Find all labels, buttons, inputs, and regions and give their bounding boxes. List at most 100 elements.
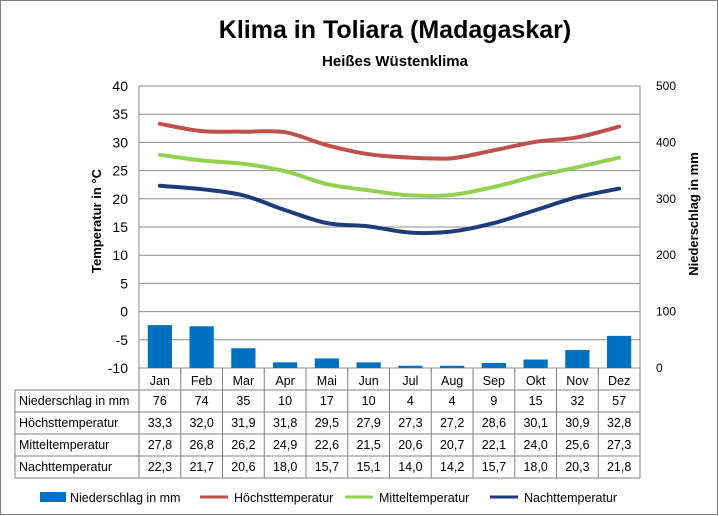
table-cell: 74 (195, 394, 209, 408)
month-label: Feb (191, 374, 213, 388)
month-label: Jun (359, 374, 379, 388)
left-tick-label: 40 (112, 78, 128, 94)
right-tick-label: 0 (656, 361, 663, 375)
right-tick-label: 500 (656, 79, 676, 93)
legend-label-hoechsttemperatur: Höchsttemperatur (234, 491, 333, 505)
right-tick-label: 300 (656, 192, 676, 206)
table-cell: 9 (490, 394, 497, 408)
table-cell: 27,2 (440, 416, 464, 430)
month-label: Okt (526, 374, 546, 388)
left-tick-label: -10 (108, 360, 128, 376)
table-cell: 27,3 (398, 416, 422, 430)
left-axis-title: Temperatur in °C (89, 168, 104, 273)
table-row-label: Nachttemperatur (19, 460, 112, 474)
chart-title: Klima in Toliara (Madagaskar) (219, 16, 571, 44)
table-cell: 32 (570, 394, 584, 408)
table-cell: 10 (278, 394, 292, 408)
left-tick-label: 15 (112, 219, 128, 235)
table-cell: 22,1 (482, 438, 506, 452)
table-cell: 21,8 (607, 460, 631, 474)
month-label: Mar (233, 374, 255, 388)
month-label: Jul (402, 374, 418, 388)
table-cell: 27,3 (607, 438, 631, 452)
table-cell: 27,9 (356, 416, 380, 430)
table-cell: 15,1 (356, 460, 380, 474)
table-cell: 21,7 (189, 460, 213, 474)
table-cell: 24,0 (523, 438, 547, 452)
table-cell: 24,9 (273, 438, 297, 452)
bar-dez (607, 335, 632, 368)
bar-jul (398, 365, 423, 368)
table-cell: 28,6 (482, 416, 506, 430)
left-tick-label: 5 (120, 275, 128, 291)
table-row-label: Mitteltemperatur (19, 438, 109, 452)
month-label: Apr (275, 374, 294, 388)
table-cell: 35 (236, 394, 250, 408)
table-cell: 27,8 (148, 438, 172, 452)
month-label: Aug (441, 374, 463, 388)
line-nachttemperatur (157, 183, 622, 236)
table-cell: 20,3 (565, 460, 589, 474)
table-cell: 14,2 (440, 460, 464, 474)
table-cell: 14,0 (398, 460, 422, 474)
bar-aug (440, 365, 465, 368)
table-cell: 18,0 (523, 460, 547, 474)
table-cell: 20,7 (440, 438, 464, 452)
month-label: Jan (150, 374, 170, 388)
chart-subtitle: Heißes Wüstenklima (322, 53, 469, 70)
table-cell: 30,1 (523, 416, 547, 430)
table-cell: 30,9 (565, 416, 589, 430)
table-cell: 31,8 (273, 416, 297, 430)
table-cell: 32,8 (607, 416, 631, 430)
table-cell: 22,6 (315, 438, 339, 452)
table-cell: 26,2 (231, 438, 255, 452)
legend-label-precipitation: Niederschlag in mm (70, 491, 180, 505)
month-label: Mai (317, 374, 337, 388)
bar-sep (481, 362, 506, 368)
table-cell: 18,0 (273, 460, 297, 474)
right-tick-label: 400 (656, 135, 676, 149)
month-label: Sep (483, 374, 505, 388)
bar-okt (523, 359, 548, 368)
legend-key-precipitation (40, 492, 66, 502)
legend-label-nachttemperatur: Nachttemperatur (524, 491, 617, 505)
table-cell: 57 (612, 394, 626, 408)
right-axis-title: Niederschlag in mm (686, 152, 701, 276)
month-label: Nov (566, 374, 589, 388)
table-cell: 20,6 (398, 438, 422, 452)
table-cell: 15 (529, 394, 543, 408)
left-tick-label: 25 (112, 163, 128, 179)
table-cell: 26,8 (189, 438, 213, 452)
left-tick-label: 35 (112, 106, 128, 122)
bar-jun (356, 362, 381, 368)
left-tick-label: -5 (116, 332, 129, 348)
bar-nov (565, 349, 590, 368)
left-tick-label: 10 (112, 247, 128, 263)
legend: Niederschlag in mm Höchsttemperatur Mittel… (40, 491, 617, 505)
table-row-label: Niederschlag in mm (19, 394, 129, 408)
table-row-label: Höchsttemperatur (19, 416, 118, 430)
data-table: Niederschlag in mm 76 74 35 10 17 10 4 4 9 15 32 57 H… (14, 368, 641, 479)
table-cell: 29,5 (315, 416, 339, 430)
axis-labels: 40 35 30 25 20 15 10 5 0 -5 -10 500 400 300 200 100 0 Jan… (108, 78, 677, 388)
month-label: Dez (608, 374, 630, 388)
bar-mar (231, 348, 256, 368)
bar-feb (189, 326, 214, 368)
left-tick-label: 0 (120, 304, 128, 320)
bar-mai (314, 358, 339, 368)
table-cell: 31,9 (231, 416, 255, 430)
legend-label-mitteltemperatur: Mitteltemperatur (379, 491, 469, 505)
line-hoechsttemperatur (157, 121, 622, 161)
table-cell: 15,7 (482, 460, 506, 474)
bar-jan (147, 325, 172, 368)
right-tick-label: 100 (656, 305, 676, 319)
left-tick-label: 30 (112, 134, 128, 150)
line-mitteltemperatur (157, 152, 622, 198)
table-cell: 33,3 (148, 416, 172, 430)
table-cell: 21,5 (356, 438, 380, 452)
table-cell: 10 (362, 394, 376, 408)
precipitation-bars (147, 325, 632, 368)
left-tick-label: 20 (112, 191, 128, 207)
temperature-lines (157, 121, 622, 236)
